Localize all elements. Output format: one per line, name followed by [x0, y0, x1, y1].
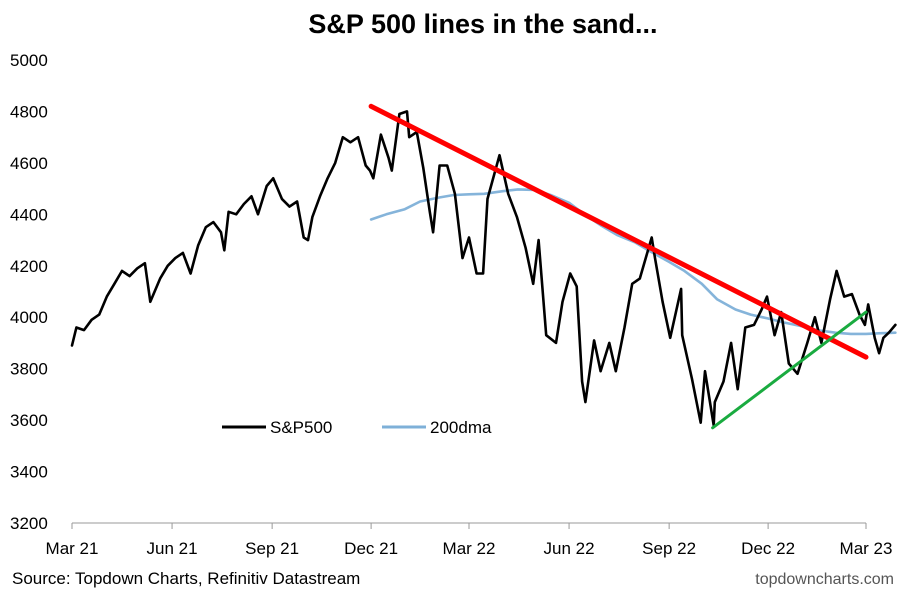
- source-note: Source: Topdown Charts, Refinitiv Datast…: [12, 569, 360, 588]
- series-line-200dma: [369, 188, 897, 336]
- x-tick-label: Mar 21: [46, 539, 99, 558]
- y-axis-tick-labels: 3200 3400 3600 3800 4000 4200 4400 4600 4800 5000: [10, 51, 48, 533]
- x-tick-label: Jun 22: [544, 539, 595, 558]
- x-tick-label: Dec 22: [741, 539, 795, 558]
- brand-watermark: topdowncharts.com: [755, 571, 894, 588]
- y-tick-label: 3600: [10, 411, 48, 430]
- legend-label: S&P500: [270, 418, 332, 437]
- x-axis-tick-labels: Mar 21 Jun 21 Sep 21 Dec 21 Mar 22 Jun 22 Sep …: [46, 539, 893, 558]
- x-tick-label: Mar 22: [443, 539, 496, 558]
- y-tick-label: 4200: [10, 257, 48, 276]
- y-tick-label: 5000: [10, 51, 48, 70]
- legend-label: 200dma: [430, 418, 492, 437]
- chart-title: S&P 500 lines in the sand...: [308, 9, 657, 39]
- y-tick-label: 4800: [10, 102, 48, 121]
- series-layer: [70, 110, 897, 427]
- x-tick-label: Sep 22: [642, 539, 696, 558]
- y-tick-label: 4600: [10, 154, 48, 173]
- x-tick-label: Mar 23: [840, 539, 893, 558]
- x-tick-label: Jun 21: [147, 539, 198, 558]
- x-tick-label: Sep 21: [245, 539, 299, 558]
- support-trendline: [711, 310, 868, 430]
- y-tick-label: 3200: [10, 514, 48, 533]
- trendline-layer: [368, 103, 869, 430]
- resistance-trendline: [368, 103, 869, 360]
- y-tick-label: 4000: [10, 308, 48, 327]
- x-tick-label: Dec 21: [344, 539, 398, 558]
- series-line-sp500: [70, 110, 897, 427]
- y-tick-label: 3800: [10, 360, 48, 379]
- x-axis: [71, 522, 867, 529]
- y-tick-label: 3400: [10, 463, 48, 482]
- legend: S&P500 200dma: [222, 418, 492, 437]
- y-tick-label: 4400: [10, 205, 48, 224]
